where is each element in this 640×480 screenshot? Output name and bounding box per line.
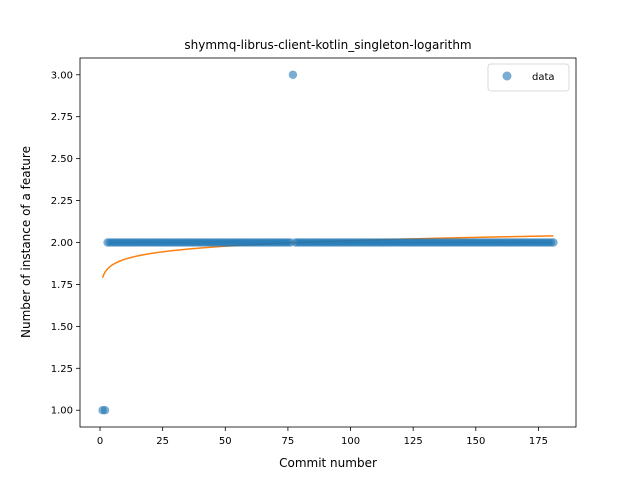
y-tick-label: 2.50 (51, 154, 73, 165)
y-axis-title: Number of instance of a feature (19, 146, 33, 338)
data-point (549, 238, 558, 247)
data-points-layer (98, 70, 558, 415)
x-tick-label: 175 (529, 436, 548, 447)
legend-label-data: data (532, 72, 555, 83)
legend-box (487, 63, 570, 92)
x-tick-label: 125 (404, 436, 423, 447)
legend-marker-data (502, 71, 512, 81)
y-tick-label: 1.00 (51, 406, 73, 417)
y-tick-label: 2.25 (51, 196, 73, 207)
y-tick-label: 1.75 (51, 280, 73, 291)
chart-title: shymmq-librus-client-kotlin_singleton-lo… (184, 38, 471, 52)
y-tick-label: 1.25 (51, 364, 73, 375)
y-tick-label: 2.00 (51, 238, 73, 249)
legend: data (487, 63, 570, 92)
y-tick-label: 1.50 (51, 322, 73, 333)
x-tick-label: 75 (282, 436, 295, 447)
x-tick-label: 150 (466, 436, 485, 447)
y-ticks: 1.00 1.25 1.50 1.75 2.00 2.25 2.50 2.75 3.00 (51, 70, 80, 417)
x-axis-title: Commit number (279, 456, 377, 470)
y-tick-label: 2.75 (51, 112, 73, 123)
x-tick-label: 25 (156, 436, 169, 447)
x-tick-label: 50 (219, 436, 232, 447)
x-ticks: 0 25 50 75 100 125 150 175 (97, 427, 548, 447)
data-point (100, 406, 110, 415)
x-tick-label: 0 (97, 436, 103, 447)
y-tick-label: 3.00 (51, 70, 73, 81)
data-point (288, 70, 298, 79)
x-tick-label: 100 (341, 436, 360, 447)
